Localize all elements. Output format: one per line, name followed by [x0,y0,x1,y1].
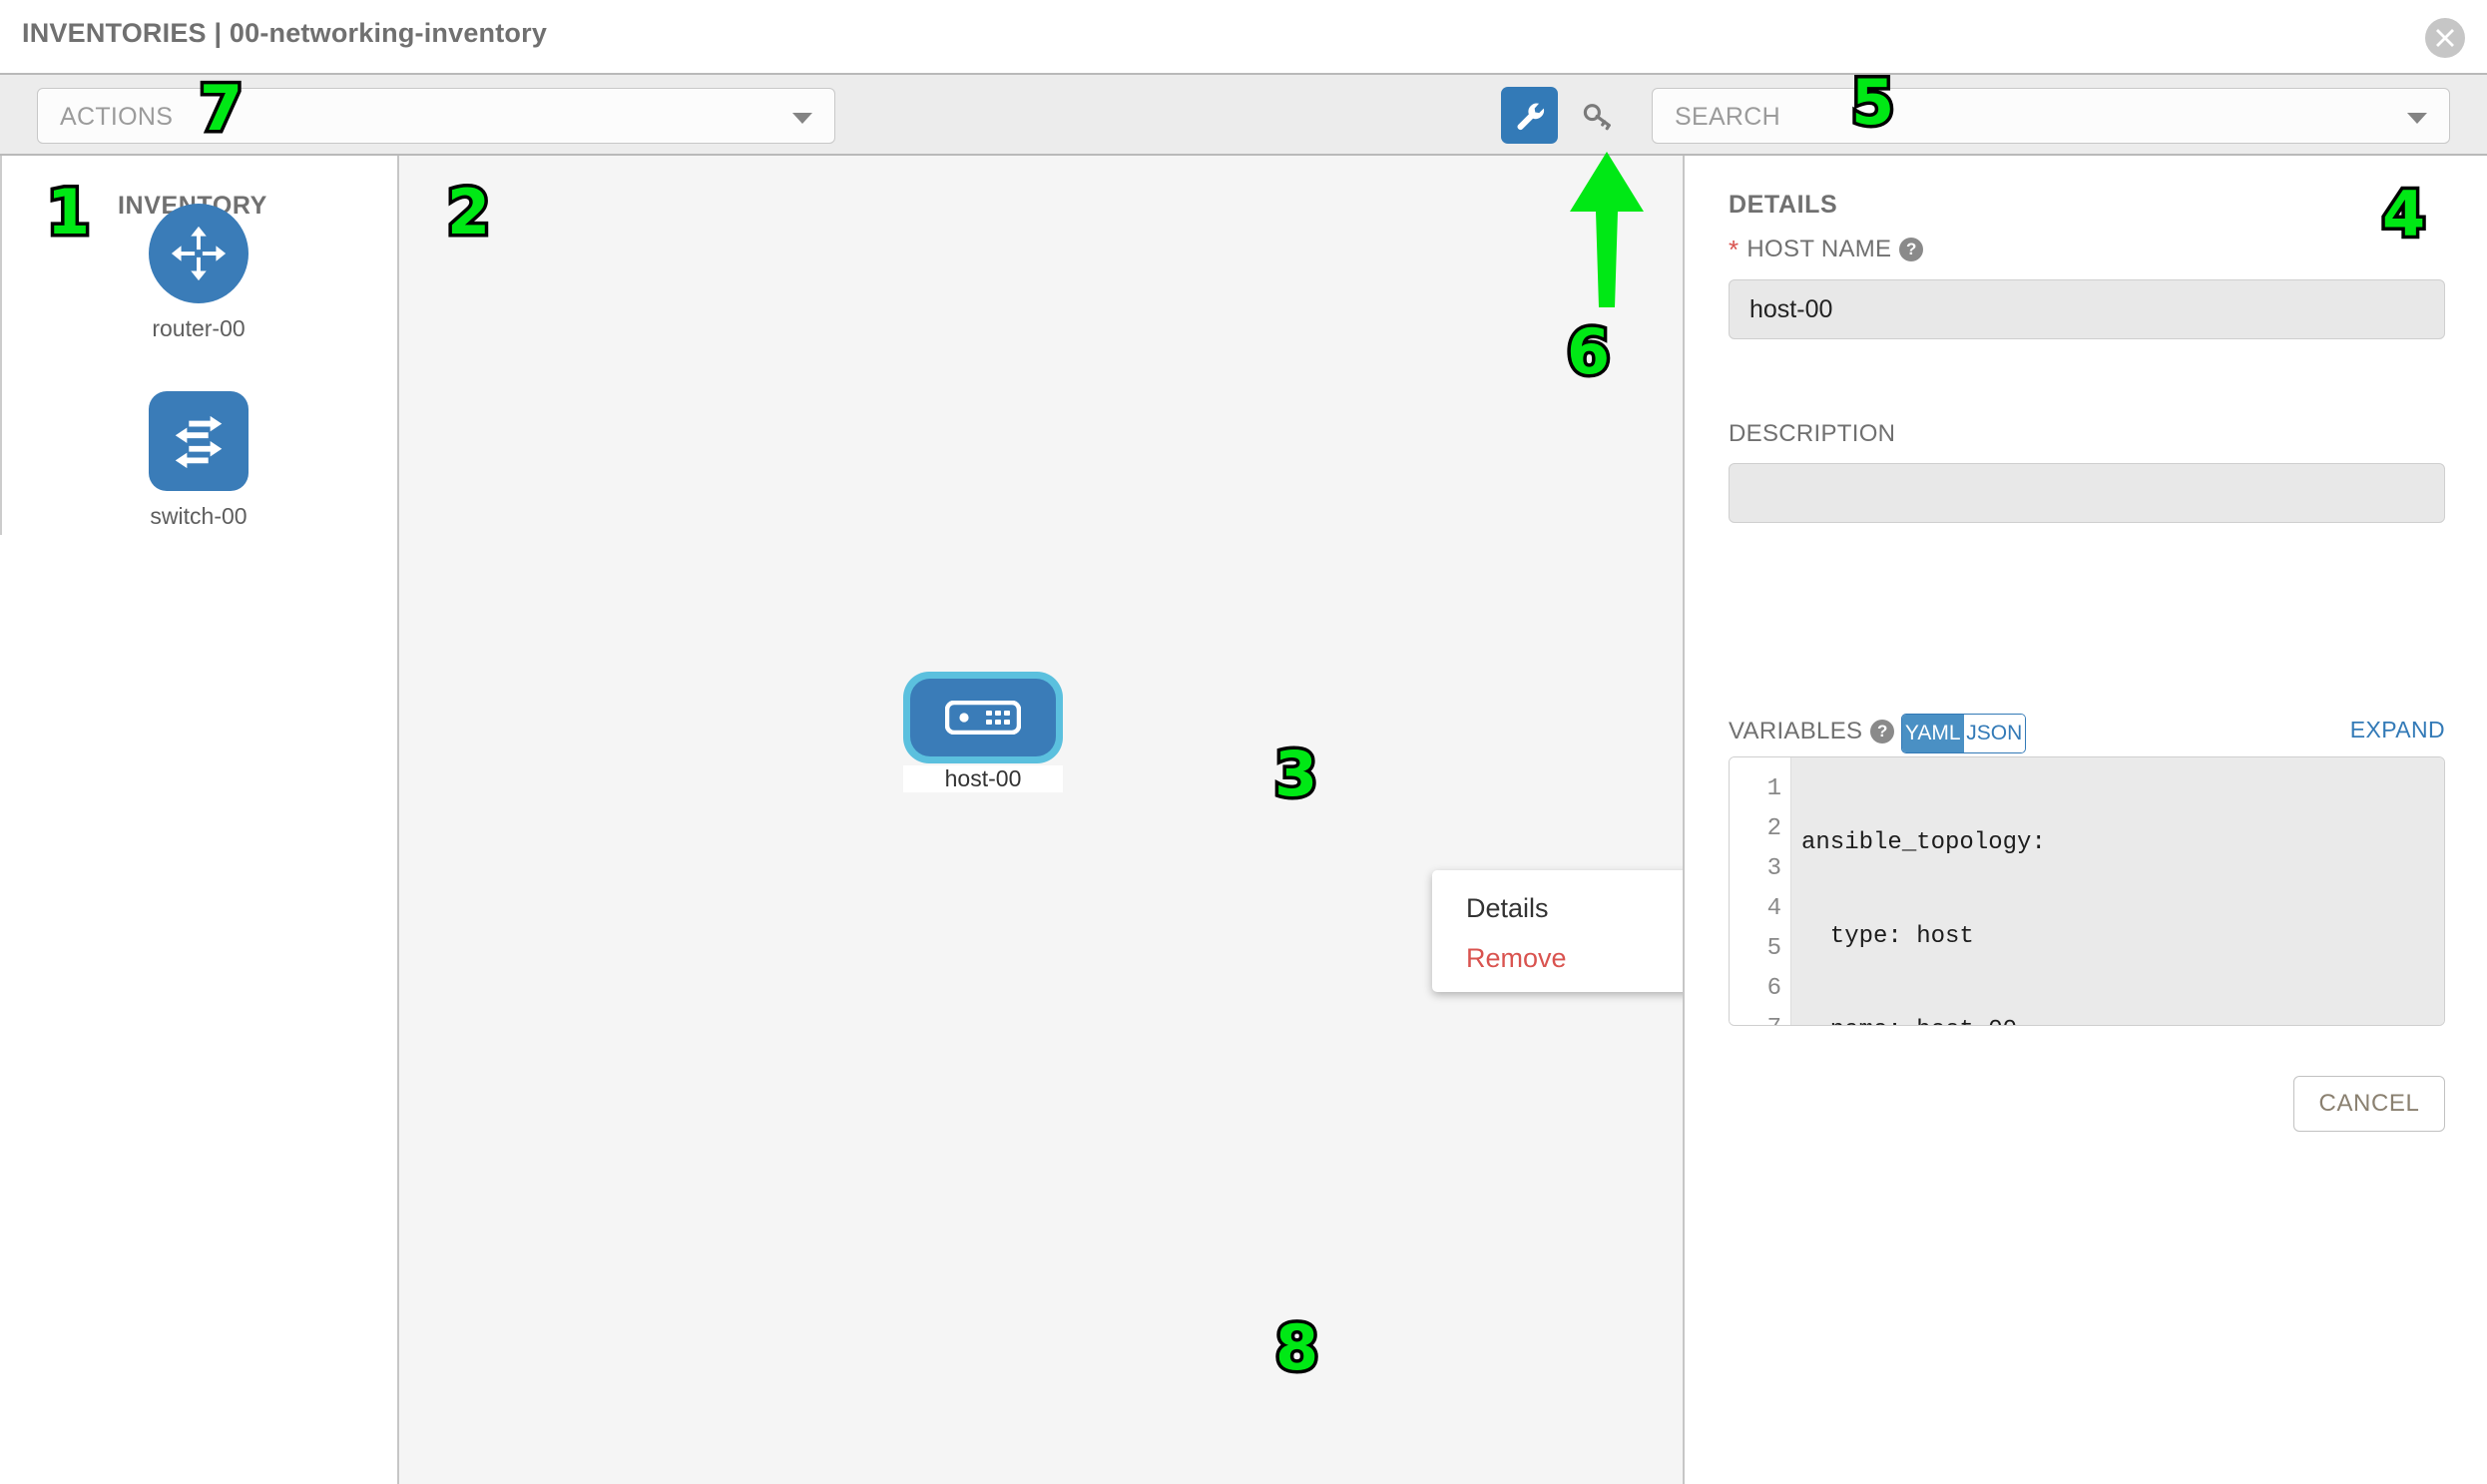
page-title: INVENTORIES | 00-networking-inventory [22,18,548,48]
question-mark-icon[interactable]: ? [1899,238,1924,261]
description-label-text: DESCRIPTION [1729,420,1896,447]
actions-dropdown-label: ACTIONS [60,103,174,131]
topology-canvas[interactable]: host-00 Details Remove [397,156,1685,1484]
wrench-icon[interactable] [1501,87,1558,144]
details-panel: DETAILS * HOST NAME ? host-00 DESCRIPTIO… [1687,156,2487,1484]
body-area: INVENTORY router-00 [0,156,2487,1484]
description-label: DESCRIPTION [1729,420,1895,448]
variables-code-editor[interactable]: 1 2 3 4 5 6 7 ansible_topology: type: ho… [1729,756,2445,1026]
line-number: 5 [1766,935,1781,962]
key-icon[interactable] [1569,87,1626,144]
host-name-field[interactable]: host-00 [1729,279,2445,339]
line-number: 6 [1766,975,1781,1002]
toolbar: ACTIONS SEARCH [0,73,2487,156]
host-server-icon [945,701,1021,735]
context-menu-item-remove[interactable]: Remove [1466,943,1567,973]
variables-label-text: VARIABLES [1729,718,1863,744]
required-marker: * [1729,235,1740,264]
host-name-label: * HOST NAME ? [1729,235,1924,264]
sidebar-item-router-00[interactable]: router-00 [0,204,397,353]
router-icon [149,204,249,303]
node-context-menu[interactable]: Details Remove [1432,870,1683,992]
variables-label: VARIABLES ? [1729,718,1895,745]
expand-link[interactable]: EXPAND [2349,717,2445,742]
canvas-node-host-00[interactable]: host-00 [903,672,1063,792]
cancel-button[interactable]: CANCEL [2293,1076,2445,1132]
search-placeholder: SEARCH [1675,103,1780,131]
search-input[interactable]: SEARCH [1652,88,2450,144]
actions-dropdown[interactable]: ACTIONS [37,88,835,144]
line-number: 7 [1730,1009,1790,1025]
close-icon[interactable] [2425,18,2465,58]
inventory-panel: INVENTORY router-00 [0,156,397,1484]
sidebar-item-switch-00[interactable]: switch-00 [0,391,397,541]
window-titlebar: INVENTORIES | 00-networking-inventory [0,0,2487,73]
node-label: host-00 [903,765,1063,792]
chevron-down-icon [792,113,812,124]
line-number: 1 [1766,775,1781,802]
node-selection-halo [903,672,1063,763]
sidebar-item-label: router-00 [152,315,246,341]
inventory-panel-divider [0,156,2,535]
question-mark-icon[interactable]: ? [1870,720,1895,743]
host-name-label-text: HOST NAME [1746,236,1892,262]
code-line: type: host [1801,923,1974,950]
description-field[interactable] [1729,463,2445,523]
line-number: 4 [1766,895,1781,922]
switch-icon [149,391,249,491]
node-body [910,679,1056,756]
chevron-down-icon [2407,113,2427,124]
code-line: ansible_topology: [1801,829,2046,856]
toggle-json[interactable]: JSON [1963,715,2025,752]
variables-format-toggle[interactable]: YAML JSON [1901,714,2026,753]
code-line-numbers: 1 2 3 4 5 6 7 [1730,757,1791,1025]
details-panel-title: DETAILS [1729,191,1838,219]
sidebar-item-label: switch-00 [150,503,248,529]
line-number: 2 [1766,815,1781,842]
line-number: 3 [1766,855,1781,882]
code-content[interactable]: ansible_topology: type: host name: host-… [1791,757,2444,1025]
context-menu-item-details[interactable]: Details [1466,893,1549,923]
code-line: name: host-00 [1801,1011,2444,1025]
toggle-yaml[interactable]: YAML [1902,715,1964,752]
